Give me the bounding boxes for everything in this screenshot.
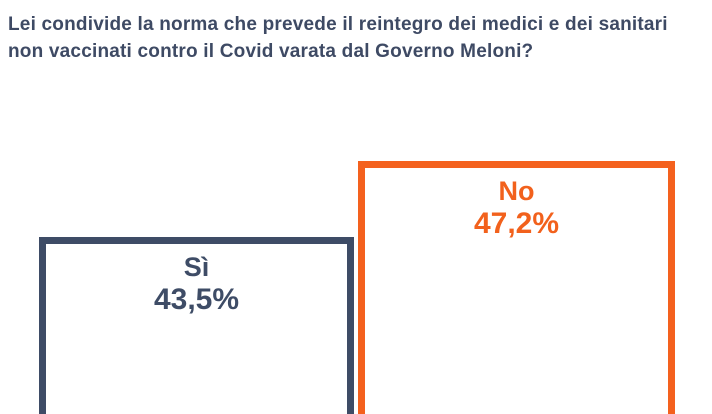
bar-si: Sì 43,5% <box>39 237 354 414</box>
bar-si-value: 43,5% <box>153 283 240 316</box>
bar-si-label: Sì <box>183 252 210 282</box>
bar-no-value: 47,2% <box>473 207 560 240</box>
bar-no: No 47,2% <box>358 161 675 414</box>
chart-title: Lei condivide la norma che prevede il re… <box>8 14 668 62</box>
bar-no-label: No <box>498 176 535 206</box>
